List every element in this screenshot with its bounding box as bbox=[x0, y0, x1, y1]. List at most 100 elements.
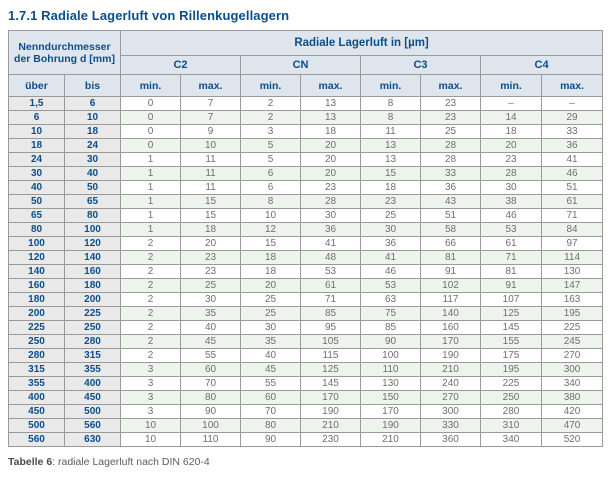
clearance-value-cell: 20 bbox=[300, 152, 362, 167]
clearance-value-cell: 23 bbox=[420, 110, 482, 125]
clearance-value-cell: 30 bbox=[240, 320, 302, 335]
clearance-value-cell: 46 bbox=[360, 264, 422, 279]
clearance-value-cell: 71 bbox=[541, 208, 604, 223]
table-row: 30 40 1 11 6 20 15 33 28 46 bbox=[8, 166, 604, 181]
clearance-value-cell: 130 bbox=[360, 376, 422, 391]
clearance-value-cell: 60 bbox=[240, 390, 302, 405]
clearance-value-cell: 46 bbox=[480, 208, 543, 223]
clearance-value-cell: 35 bbox=[240, 334, 302, 349]
clearance-value-cell: 14 bbox=[480, 110, 543, 125]
bore-diameter-cell: 50 bbox=[63, 180, 122, 195]
clearance-value-cell: 23 bbox=[180, 250, 242, 265]
clearance-value-cell: 18 bbox=[480, 124, 543, 139]
clearance-value-cell: 45 bbox=[180, 334, 242, 349]
table-row: 450 500 3 90 70 190 170 300 280 420 bbox=[8, 404, 604, 419]
clearance-value-cell: 15 bbox=[360, 166, 422, 181]
clearance-value-cell: 2 bbox=[120, 250, 182, 265]
clearance-value-cell: 18 bbox=[300, 124, 362, 139]
table-caption-label: Tabelle 6 bbox=[8, 456, 53, 468]
clearance-value-cell: 71 bbox=[480, 250, 543, 265]
col-header-cn-max: max. bbox=[300, 74, 362, 97]
table-row: 315 355 3 60 45 125 110 210 195 300 bbox=[8, 362, 604, 377]
clearance-value-cell: 110 bbox=[180, 432, 242, 447]
bore-diameter-cell: 10 bbox=[63, 110, 122, 125]
table-row: 140 160 2 23 18 53 46 91 81 130 bbox=[8, 264, 604, 279]
clearance-value-cell: 280 bbox=[480, 404, 543, 419]
bore-diameter-cell: 280 bbox=[63, 334, 122, 349]
clearance-value-cell: 53 bbox=[300, 264, 362, 279]
clearance-value-cell: 170 bbox=[300, 390, 362, 405]
row-group-header-line1: Nenndurchmesser bbox=[18, 40, 111, 53]
table-row: 400 450 3 80 60 170 150 270 250 380 bbox=[8, 390, 604, 405]
clearance-value-cell: 195 bbox=[541, 306, 604, 321]
clearance-value-cell: 145 bbox=[480, 320, 543, 335]
col-header-c2-min: min. bbox=[120, 74, 182, 97]
clearance-value-cell: 36 bbox=[541, 138, 604, 153]
clearance-value-cell: 0 bbox=[120, 124, 182, 139]
bore-diameter-cell: 450 bbox=[63, 390, 122, 405]
clearance-value-cell: 85 bbox=[300, 306, 362, 321]
clearance-value-cell: 33 bbox=[541, 124, 604, 139]
clearance-value-cell: 155 bbox=[480, 334, 543, 349]
clearance-value-cell: 1 bbox=[120, 222, 182, 237]
clearance-value-cell: 170 bbox=[360, 404, 422, 419]
clearance-value-cell: 63 bbox=[360, 292, 422, 307]
bore-diameter-cell: 100 bbox=[63, 222, 122, 237]
clearance-value-cell: 15 bbox=[180, 208, 242, 223]
clearance-value-cell: 10 bbox=[120, 432, 182, 447]
col-header-cn-min: min. bbox=[240, 74, 302, 97]
bore-diameter-cell: 6 bbox=[8, 110, 65, 125]
clearance-value-cell: 340 bbox=[480, 432, 543, 447]
bore-diameter-cell: 400 bbox=[8, 390, 65, 405]
table-row: 50 65 1 15 8 28 23 43 38 61 bbox=[8, 194, 604, 209]
clearance-class-c4-header: C4 bbox=[480, 55, 604, 75]
clearance-value-cell: 190 bbox=[300, 404, 362, 419]
clearance-value-cell: 3 bbox=[120, 376, 182, 391]
bore-diameter-cell: 200 bbox=[63, 292, 122, 307]
col-header-c4-min: min. bbox=[480, 74, 543, 97]
col-header-c3-max: max. bbox=[420, 74, 482, 97]
col-header-ueber: über bbox=[8, 74, 65, 97]
clearance-value-cell: 225 bbox=[480, 376, 543, 391]
table-row: 180 200 2 30 25 71 63 117 107 163 bbox=[8, 292, 604, 307]
clearance-value-cell: 70 bbox=[180, 376, 242, 391]
clearance-value-cell: 360 bbox=[420, 432, 482, 447]
clearance-value-cell: 28 bbox=[420, 138, 482, 153]
clearance-value-cell: 8 bbox=[360, 110, 422, 125]
bore-diameter-cell: 160 bbox=[8, 278, 65, 293]
clearance-value-cell: 210 bbox=[420, 362, 482, 377]
clearance-value-cell: – bbox=[541, 96, 604, 111]
clearance-value-cell: 140 bbox=[420, 306, 482, 321]
clearance-value-cell: 70 bbox=[240, 404, 302, 419]
clearance-value-cell: 520 bbox=[541, 432, 604, 447]
clearance-value-cell: 90 bbox=[240, 432, 302, 447]
bore-diameter-cell: 250 bbox=[8, 334, 65, 349]
clearance-class-cn-header: CN bbox=[240, 55, 362, 75]
clearance-value-cell: 190 bbox=[360, 418, 422, 433]
clearance-value-cell: 110 bbox=[360, 362, 422, 377]
clearance-value-cell: 95 bbox=[300, 320, 362, 335]
table-body: 1,5 6 0 7 2 13 8 23– –6 10 0 7 2 13 8 23 14 29 10 18 0 9 3 18 11… bbox=[8, 96, 604, 447]
clearance-value-cell: 380 bbox=[541, 390, 604, 405]
clearance-value-cell: 13 bbox=[360, 152, 422, 167]
clearance-value-cell: 115 bbox=[300, 348, 362, 363]
clearance-value-cell: 163 bbox=[541, 292, 604, 307]
table-row: 160 180 2 25 20 61 53 102 91 147 bbox=[8, 278, 604, 293]
table-row: 24 30 1 11 5 20 13 28 23 41 bbox=[8, 152, 604, 167]
bore-diameter-cell: 1,5 bbox=[8, 96, 65, 111]
bore-diameter-cell: 30 bbox=[63, 152, 122, 167]
clearance-value-cell: 43 bbox=[420, 194, 482, 209]
table-row: 250 280 2 45 35 105 90 170 155 245 bbox=[8, 334, 604, 349]
table-row: 80 100 1 18 12 36 30 58 53 84 bbox=[8, 222, 604, 237]
clearance-value-cell: 7 bbox=[180, 110, 242, 125]
bore-diameter-cell: 315 bbox=[8, 362, 65, 377]
clearance-value-cell: 23 bbox=[360, 194, 422, 209]
clearance-value-cell: 28 bbox=[480, 166, 543, 181]
bore-diameter-cell: 355 bbox=[8, 376, 65, 391]
clearance-value-cell: 23 bbox=[180, 264, 242, 279]
col-header-c3-min: min. bbox=[360, 74, 422, 97]
clearance-value-cell: 41 bbox=[360, 250, 422, 265]
bore-diameter-cell: 10 bbox=[8, 124, 65, 139]
clearance-value-cell: 210 bbox=[300, 418, 362, 433]
bore-diameter-cell: 500 bbox=[63, 404, 122, 419]
